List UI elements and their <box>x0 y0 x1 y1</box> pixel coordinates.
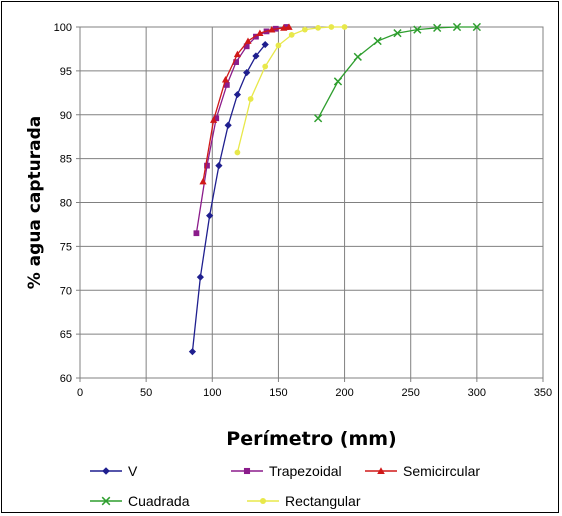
data-point-semicircular <box>210 116 218 123</box>
y-axis-ticks: 60 65 70 75 80 85 90 95 100 <box>54 22 80 385</box>
legend-label-cuadrada: Cuadrada <box>128 493 190 509</box>
data-point-semicircular <box>244 37 252 44</box>
data-point-semicircular <box>233 50 242 58</box>
legend-label-v: V <box>128 463 138 479</box>
x-tick-label: 300 <box>468 387 486 399</box>
x-axis-ticks: 0 50 100 150 200 250 300 350 <box>77 378 552 399</box>
y-tick-label: 85 <box>60 154 72 166</box>
data-point-semicircular <box>285 23 293 30</box>
data-point-cuadrada <box>413 25 422 34</box>
data-point-semicircular <box>221 76 230 83</box>
data-point-cuadrada <box>373 36 382 46</box>
legend-item-v: V <box>90 463 138 479</box>
data-point-semicircular <box>280 24 288 31</box>
legend: V Trapezoidal Semicircular Cuadrada Rectangu… <box>90 463 480 509</box>
series-line-rectangular <box>236 26 345 153</box>
grid <box>79 26 544 379</box>
series-cuadrada <box>313 22 481 123</box>
x-tick-label: 250 <box>402 387 420 399</box>
series-trapezoidal <box>193 24 290 237</box>
data-point-rectangular <box>341 24 348 30</box>
legend-label-semicircular: Semicircular <box>403 463 480 479</box>
y-tick-label: 75 <box>60 241 72 253</box>
x-axis-title: Perímetro (mm) <box>226 428 396 450</box>
data-point-cuadrada <box>393 29 402 38</box>
x-tick-label: 150 <box>269 387 287 399</box>
data-point-trapezoidal <box>213 115 220 122</box>
y-tick-label: 60 <box>60 373 72 385</box>
y-tick-label: 100 <box>54 22 72 34</box>
y-axis-title: % agua capturada <box>25 116 45 290</box>
data-point-semicircular <box>256 29 264 37</box>
data-point-rectangular <box>315 24 321 31</box>
legend-item-rectangular: Rectangular <box>247 493 361 509</box>
legend-item-semicircular: Semicircular <box>365 463 480 479</box>
legend-marker-semicircular <box>377 467 385 475</box>
legend-marker-v <box>102 467 110 475</box>
data-point-v <box>224 121 232 129</box>
data-point-cuadrada <box>333 77 343 86</box>
data-point-rectangular <box>302 26 308 33</box>
data-point-rectangular <box>275 42 282 49</box>
data-point-trapezoidal <box>223 82 230 88</box>
data-point-rectangular <box>288 32 295 38</box>
series-line-cuadrada <box>317 26 477 119</box>
x-tick-label: 350 <box>534 387 552 399</box>
data-point-trapezoidal <box>233 59 239 65</box>
series-layer <box>188 22 481 356</box>
y-tick-label: 80 <box>60 198 72 210</box>
data-point-cuadrada <box>433 23 442 33</box>
data-point-rectangular <box>328 24 335 30</box>
data-point-semicircular <box>199 177 207 185</box>
x-tick-label: 200 <box>335 387 353 399</box>
data-point-v <box>215 162 223 170</box>
data-point-v <box>233 90 242 99</box>
y-tick-label: 70 <box>60 285 72 297</box>
data-point-v <box>206 212 214 220</box>
data-point-cuadrada <box>472 22 481 32</box>
legend-label-rectangular: Rectangular <box>285 493 361 509</box>
data-point-v <box>188 348 197 356</box>
data-point-rectangular <box>247 96 254 102</box>
data-point-semicircular <box>268 26 276 33</box>
data-point-rectangular <box>234 149 241 156</box>
legend-item-cuadrada: Cuadrada <box>90 493 190 509</box>
series-rectangular <box>234 24 348 156</box>
data-point-v <box>196 273 204 281</box>
data-point-cuadrada <box>452 22 462 32</box>
data-point-trapezoidal <box>243 43 250 50</box>
data-point-cuadrada <box>353 52 362 61</box>
legend-marker-rectangular <box>259 497 267 505</box>
data-point-trapezoidal <box>204 162 210 169</box>
data-point-v <box>252 52 260 60</box>
data-point-trapezoidal <box>253 33 259 40</box>
legend-marker-trapezoidal <box>243 467 251 475</box>
series-semicircular <box>199 23 293 185</box>
data-point-cuadrada <box>313 114 323 123</box>
data-point-rectangular <box>262 63 269 70</box>
legend-label-trapezoidal: Trapezoidal <box>269 463 342 479</box>
x-tick-label: 0 <box>77 387 83 399</box>
x-tick-label: 50 <box>140 387 152 399</box>
data-point-trapezoidal <box>193 230 200 237</box>
legend-item-trapezoidal: Trapezoidal <box>231 463 342 479</box>
data-point-v <box>243 69 251 77</box>
x-tick-label: 100 <box>203 387 221 399</box>
y-tick-label: 65 <box>60 329 72 341</box>
y-tick-label: 95 <box>60 66 72 78</box>
data-point-v <box>261 40 269 49</box>
series-v <box>188 40 269 356</box>
legend-marker-cuadrada <box>101 496 111 506</box>
y-tick-label: 90 <box>60 110 72 122</box>
